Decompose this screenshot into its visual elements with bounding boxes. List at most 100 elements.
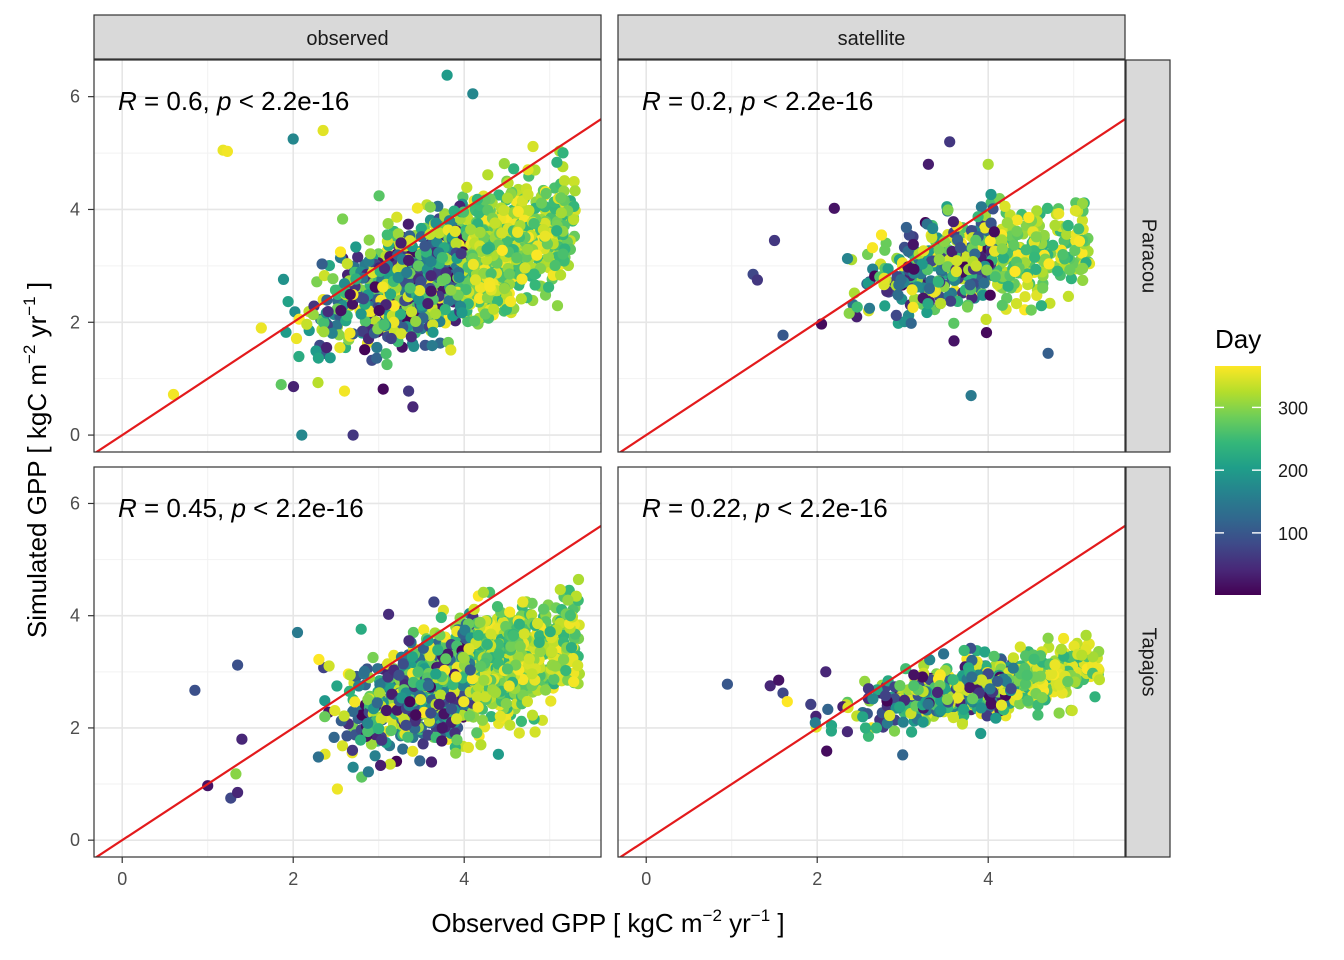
data-point [513,618,526,630]
data-point [997,252,1010,264]
data-point [996,299,1008,311]
data-point [526,709,539,721]
data-point [1044,297,1056,309]
data-point [948,317,960,329]
data-point [989,271,1001,283]
data-point [312,377,324,389]
data-point [944,136,956,148]
data-point [964,682,976,694]
data-point [316,258,328,270]
data-point [344,669,356,681]
data-point [362,717,374,729]
data-point [363,234,375,246]
data-point [764,680,776,692]
data-point [391,704,403,716]
data-point [436,722,448,734]
data-point [501,192,514,204]
stat-r-value: = 0.45, [137,493,232,523]
data-point [565,642,578,654]
data-point [809,717,821,729]
data-point [995,699,1008,711]
data-point [568,176,580,188]
data-point [555,269,567,281]
data-point [978,277,990,289]
data-point [377,281,389,293]
data-point [378,262,391,274]
data-point [425,756,438,768]
data-point [1049,659,1061,671]
data-point [355,734,367,746]
data-point [894,701,906,713]
data-point [422,680,434,692]
data-point [513,727,525,739]
data-point [952,692,964,704]
data-point [938,648,950,660]
data-point [1020,244,1032,256]
data-point [362,766,374,778]
data-point [1011,214,1023,226]
data-point [825,725,838,737]
data-point [841,253,854,265]
data-point [462,741,474,754]
data-point [1069,205,1081,217]
data-point [504,606,516,618]
data-point [979,646,991,658]
data-point [893,279,905,291]
data-point [341,730,353,742]
data-point [511,226,524,238]
panel-border [93,59,602,453]
data-point [443,295,455,307]
strip-observed [93,14,602,60]
y-axis-title: Simulated GPP [ kgC m−2 yr−1 ] [20,282,52,638]
data-point [371,341,383,354]
data-point [1058,632,1070,645]
data-point [988,226,1000,238]
data-point [381,229,393,241]
data-point [540,187,552,200]
data-point [522,164,534,176]
data-point [338,710,350,722]
data-point [428,596,440,608]
panel-border [617,59,1126,453]
data-point [884,709,896,722]
data-point [908,263,920,275]
data-point [562,594,574,606]
data-point [375,713,387,725]
data-point [916,671,929,683]
data-point [522,188,534,201]
data-point [523,204,535,217]
data-point [232,659,244,671]
data-point [478,674,490,686]
data-point [440,653,452,665]
y-tick-label: 6 [70,493,80,513]
data-point [892,289,904,301]
data-point [906,284,918,296]
data-point [356,325,368,337]
stat-p-symbol: p [216,86,231,116]
data-point [349,696,361,708]
data-point [255,322,267,334]
data-point [467,88,479,100]
data-point [426,340,438,352]
data-point [386,688,398,700]
x-tick-label: 2 [812,869,822,889]
data-point [951,255,963,267]
data-point [721,678,734,690]
data-point [464,664,476,676]
data-point [1047,239,1059,251]
data-point [319,695,331,707]
legend-ticks: 100 200 300 [1215,398,1308,544]
data-point [927,222,939,235]
data-point [1062,675,1074,688]
data-point [879,690,892,702]
data-point [384,758,396,770]
data-point [373,723,385,735]
colorbar [1215,366,1261,595]
data-point [976,674,988,686]
data-point [516,273,528,285]
data-point [496,227,508,239]
data-point [401,266,413,279]
data-point [1028,653,1040,665]
data-point [474,226,486,238]
